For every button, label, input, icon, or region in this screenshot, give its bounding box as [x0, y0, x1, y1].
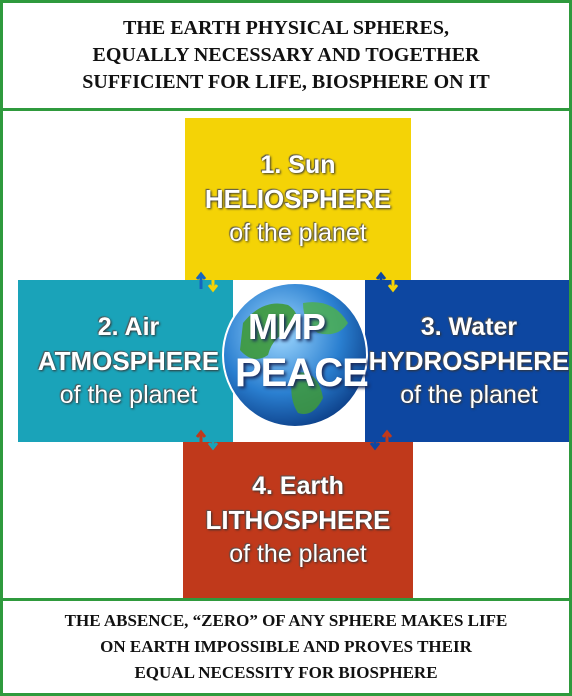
- footer-line: EQUAL NECESSITY FOR BIOSPHERE: [134, 660, 437, 686]
- footer-line: ON EARTH IMPOSSIBLE AND PROVES THEIR: [100, 634, 472, 660]
- footer: THE ABSENCE, “ZERO” OF ANY SPHERE MAKES …: [3, 598, 569, 693]
- page: THE EARTH PHYSICAL SPHERES, EQUALLY NECE…: [0, 0, 572, 696]
- globe-layer: [3, 3, 569, 693]
- globe-label: PEACE: [235, 351, 368, 396]
- footer-line: THE ABSENCE, “ZERO” OF ANY SPHERE MAKES …: [65, 608, 508, 634]
- globe-label: МИР: [248, 306, 325, 348]
